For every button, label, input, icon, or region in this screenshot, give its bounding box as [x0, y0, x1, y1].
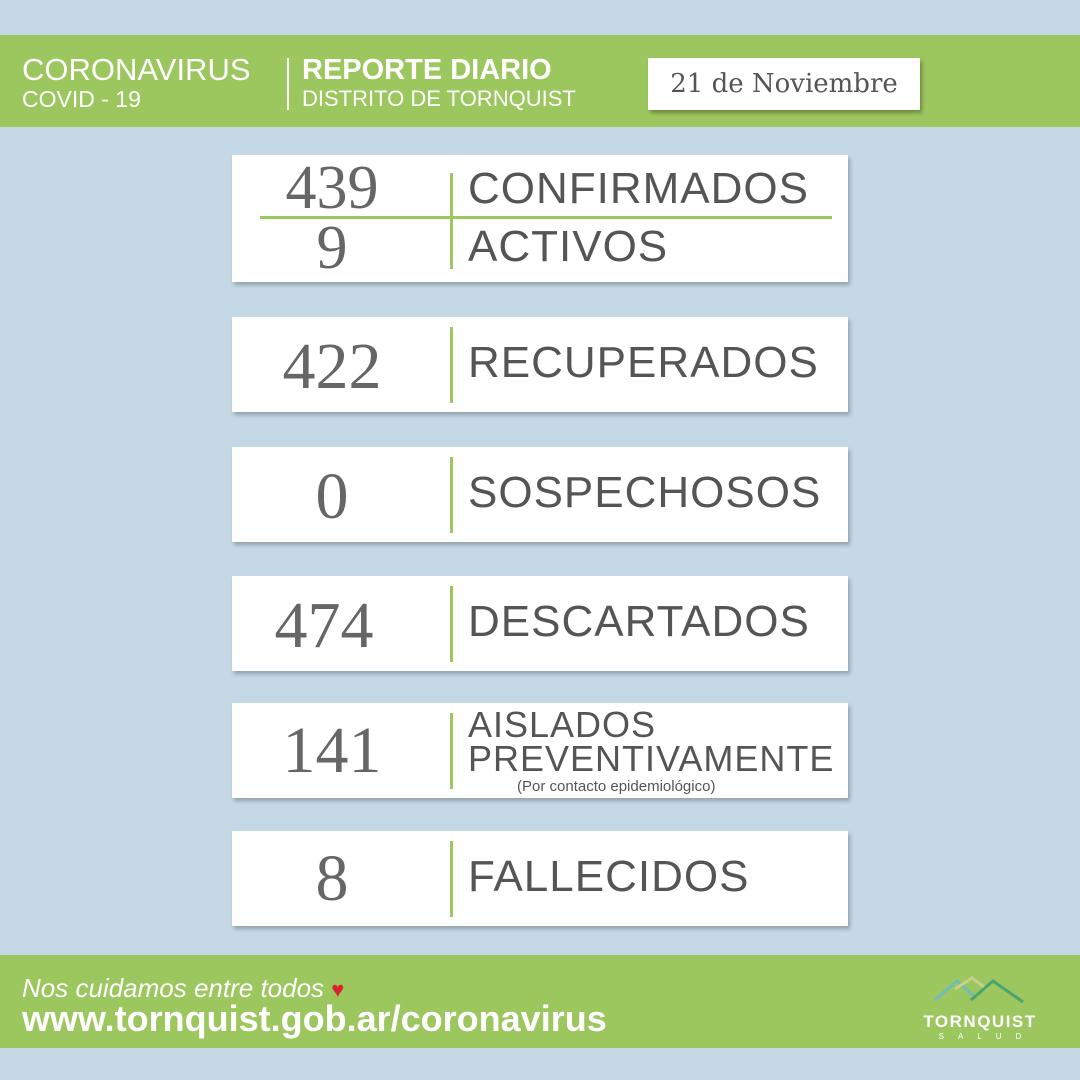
aislados-value: 141	[282, 714, 382, 787]
divider	[450, 713, 453, 789]
descartados-label: DESCARTADOS	[468, 597, 810, 646]
card-descartados: 474 DESCARTADOS	[232, 576, 848, 671]
divider	[450, 457, 453, 533]
divider	[450, 586, 453, 662]
card-fallecidos: 8 FALLECIDOS	[232, 831, 848, 926]
aislados-label-2: PREVENTIVAMENTE	[468, 738, 835, 779]
recuperados-label: RECUPERADOS	[468, 338, 819, 387]
footer-band	[0, 955, 1080, 1048]
fallecidos-label: FALLECIDOS	[468, 852, 750, 901]
divider	[450, 327, 453, 403]
header-separator	[287, 58, 289, 110]
confirmados-label: CONFIRMADOS	[468, 164, 809, 213]
card-recuperados: 422 RECUPERADOS	[232, 317, 848, 412]
mountains-icon	[934, 976, 1024, 1004]
tornquist-logo: TORNQUIST SALUD	[915, 975, 1045, 1041]
confirmados-value: 439	[285, 154, 379, 222]
logo-subtext: SALUD	[938, 1032, 1036, 1041]
logo-text: TORNQUIST	[923, 1012, 1037, 1031]
aislados-label-1: AISLADOS	[468, 704, 657, 745]
heart-icon: ♥	[331, 977, 345, 1002]
header-subtitle: COVID - 19	[22, 86, 141, 112]
sospechosos-label: SOSPECHOSOS	[468, 468, 822, 517]
horizontal-divider	[260, 216, 832, 219]
divider	[450, 173, 453, 269]
footer-tagline: Nos cuidamos entre todos ♥	[22, 973, 344, 1004]
divider	[450, 841, 453, 917]
report-title: REPORTE DIARIO	[302, 54, 552, 86]
fallecidos-value: 8	[315, 842, 349, 915]
sospechosos-value: 0	[315, 460, 349, 533]
activos-value: 9	[316, 214, 348, 282]
activos-label: ACTIVOS	[468, 222, 669, 271]
card-sospechosos: 0 SOSPECHOSOS	[232, 447, 848, 542]
aislados-note: (Por contacto epidemiológico)	[517, 778, 716, 795]
report-date: 21 de Noviembre	[648, 58, 920, 110]
card-aislados: 141 AISLADOS PREVENTIVAMENTE (Por contac…	[232, 703, 848, 798]
recuperados-value: 422	[282, 330, 382, 403]
footer-url[interactable]: www.tornquist.gob.ar/coronavirus	[22, 998, 607, 1039]
header-title: CORONAVIRUS	[22, 52, 251, 87]
card-confirmados-activos: 439 9 CONFIRMADOS ACTIVOS	[232, 154, 848, 282]
descartados-value: 474	[274, 589, 374, 662]
tagline-text: Nos cuidamos entre todos	[22, 973, 325, 1003]
district-name: DISTRITO DE TORNQUIST	[302, 86, 576, 111]
